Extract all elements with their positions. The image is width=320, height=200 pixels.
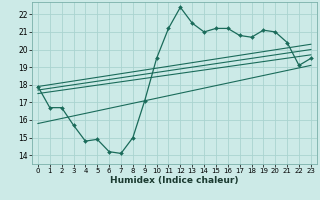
X-axis label: Humidex (Indice chaleur): Humidex (Indice chaleur) [110, 176, 239, 185]
